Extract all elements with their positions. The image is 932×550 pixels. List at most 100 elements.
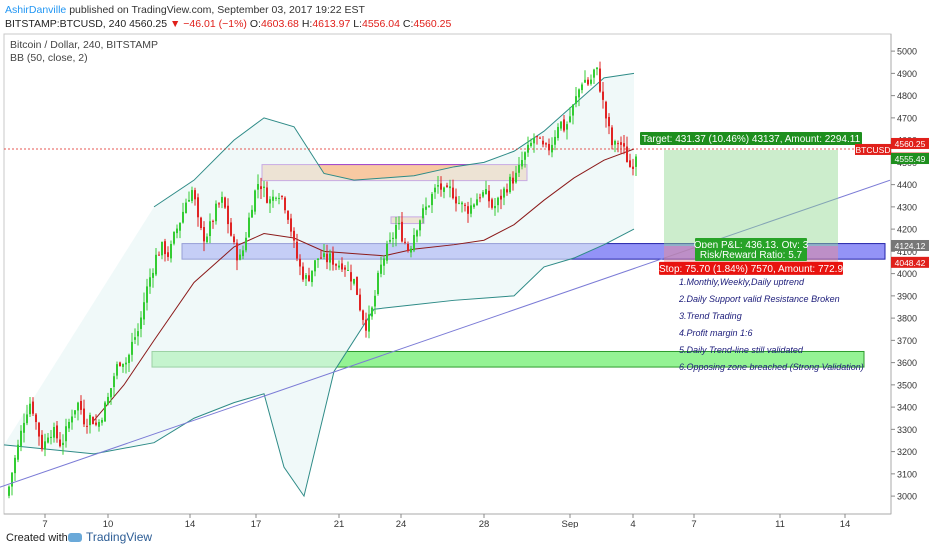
y-tick-label: 4800 — [897, 91, 917, 101]
candle-body — [602, 91, 604, 100]
candle-body — [152, 272, 154, 278]
low-value: 4556.04 — [361, 18, 400, 30]
stop-label-group: Stop: 75.70 (1.84%) 7570, Amount: 772.9 — [659, 261, 843, 275]
candle-body — [140, 317, 142, 329]
close-label: C: — [402, 18, 414, 30]
candle-body — [323, 253, 325, 257]
candle-body — [233, 236, 235, 243]
candle-body — [590, 79, 592, 84]
y-tick-label: 3100 — [897, 469, 917, 479]
candle-body — [155, 254, 157, 275]
candle-body — [131, 341, 133, 355]
close-value: 4560.25 — [413, 18, 452, 30]
tradingview-logo[interactable]: TradingView — [68, 530, 152, 544]
author-link[interactable]: AshirDanville — [5, 4, 67, 16]
candle-body — [560, 121, 562, 129]
candle-body — [503, 188, 505, 198]
y-tick-label: 3000 — [897, 492, 917, 502]
candle-body — [458, 202, 460, 204]
candle-body — [353, 278, 355, 284]
candle-body — [257, 184, 259, 190]
candle-body — [272, 196, 274, 201]
price-tag-bg — [855, 143, 891, 155]
y-tick-label: 3600 — [897, 358, 917, 368]
candle-body — [242, 250, 244, 257]
candle-body — [200, 217, 202, 229]
analysis-note: 1.Monthly,Weekly,Daily uptrend — [679, 277, 805, 287]
price-chart[interactable]: 3000 3100 3200 3300 3400 3500 3600 3700 3800 3900… — [0, 0, 932, 528]
candle-body — [104, 402, 106, 422]
analysis-note: 5.Daily Trend-line still validated — [679, 345, 804, 355]
candle-body — [251, 209, 253, 218]
candle-body — [260, 186, 262, 190]
price-tag-bg — [891, 153, 929, 165]
candle-body — [116, 364, 118, 376]
candle-body — [239, 254, 241, 260]
candle-body — [581, 84, 583, 91]
candle-body — [206, 236, 208, 243]
rr-label-bg — [695, 247, 807, 261]
candle-body — [68, 421, 70, 429]
candle-body — [380, 264, 382, 274]
open-label: O: — [249, 18, 261, 30]
candle-body — [608, 116, 610, 127]
candle-body — [431, 193, 433, 206]
candle-body — [464, 204, 466, 206]
candle-body — [56, 425, 58, 439]
candle-body — [98, 422, 100, 427]
candle-body — [185, 202, 187, 214]
candle-body — [224, 197, 226, 208]
candle-body — [287, 210, 289, 220]
candle-body — [569, 116, 571, 122]
candle-body — [194, 190, 196, 200]
candle-body — [188, 199, 190, 202]
y-tick-label: 3200 — [897, 447, 917, 457]
candle-body — [344, 267, 346, 270]
candle-body — [128, 354, 130, 364]
legend-symbol: Bitcoin / Dollar, 240, BITSTAMP — [10, 39, 158, 51]
candle-body — [134, 337, 136, 340]
candle-body — [278, 197, 280, 199]
candle-body — [302, 266, 304, 280]
y-tick-label: 4100 — [897, 247, 917, 257]
y-tick-label: 4900 — [897, 69, 917, 79]
candle-body — [578, 89, 580, 98]
candle-body — [8, 486, 10, 496]
candle-body — [434, 187, 436, 193]
candle-body — [101, 419, 103, 423]
candle-body — [167, 252, 169, 257]
candle-body — [23, 422, 25, 433]
candle-body — [416, 230, 418, 237]
candle-body — [38, 422, 40, 437]
candle-body — [383, 258, 385, 266]
candle-body — [398, 223, 400, 225]
analysis-note: 2.Daily Support valid Resistance Broken — [678, 294, 840, 304]
candle-body — [143, 302, 145, 320]
target-label-group: Target: 431.37 (10.46%) 43137, Amount: 2… — [640, 132, 862, 146]
candle-body — [401, 221, 403, 242]
candle-body — [284, 197, 286, 211]
candle-body — [311, 270, 313, 283]
candle-body — [119, 362, 121, 367]
x-tick-label: 10 — [103, 519, 114, 528]
candle-body — [587, 79, 589, 85]
stop-label: Stop: 75.70 (1.84%) 7570, Amount: 772.9 — [659, 264, 843, 275]
pnl-label: Open P&L: 436.13, Qty: 3 — [694, 240, 809, 251]
x-tick-label: 7 — [42, 519, 47, 528]
low-label: L: — [353, 18, 362, 30]
candle-body — [530, 142, 532, 146]
price-change: ▼ −46.01 (−1%) — [169, 18, 247, 30]
candle-body — [491, 199, 493, 208]
candle-body — [266, 187, 268, 203]
candle-body — [584, 79, 586, 83]
candle-body — [506, 189, 508, 193]
candle-body — [518, 165, 520, 173]
x-tick-label: 21 — [334, 519, 345, 528]
candle-body — [17, 444, 19, 460]
stop-label-bg — [659, 261, 843, 275]
candle-body — [236, 242, 238, 261]
candle-body — [554, 136, 556, 145]
y-tick-label: 4200 — [897, 225, 917, 235]
candle-body — [209, 221, 211, 237]
candle-body — [29, 403, 31, 415]
